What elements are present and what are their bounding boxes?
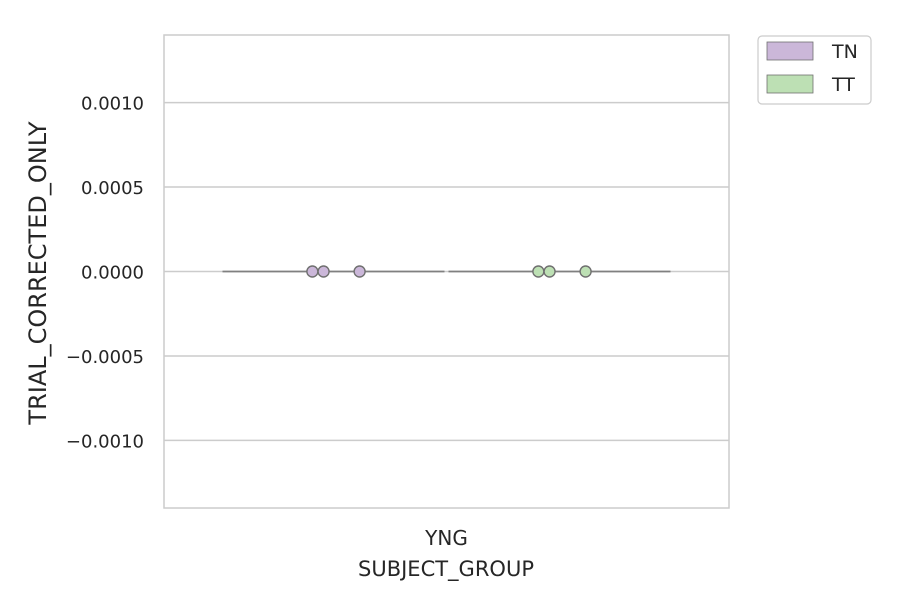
legend-label-tt: TT (831, 74, 855, 96)
legend: TN TT (757, 35, 872, 105)
data-point-tt (532, 265, 545, 278)
x-tick-label: YNG (424, 526, 468, 550)
y-tick-labels: −0.0010 −0.0005 0.0000 0.0005 0.0010 (66, 94, 144, 453)
y-tick-label: −0.0010 (66, 431, 144, 452)
data-point-tn (353, 265, 366, 278)
plot-frame (163, 34, 730, 509)
y-tick-label: 0.0010 (81, 94, 144, 115)
points-layer (306, 265, 592, 278)
legend-swatch-tt (766, 74, 814, 94)
y-tick-label: 0.0000 (81, 263, 144, 284)
y-tick-label: 0.0005 (81, 178, 144, 199)
y-tick-label: −0.0005 (66, 347, 144, 368)
legend-swatch-tn (766, 41, 814, 61)
x-axis-label: SUBJECT_GROUP (358, 557, 534, 582)
data-point-tt (579, 265, 592, 278)
legend-items: TN TT (766, 41, 858, 96)
y-axis-label: TRIAL_CORRECTED_ONLY (24, 121, 52, 425)
legend-label-tn: TN (831, 41, 858, 63)
data-point-tt (543, 265, 556, 278)
data-point-tn (317, 265, 330, 278)
data-point-tn (306, 265, 319, 278)
x-tick-labels: YNG (424, 526, 468, 550)
